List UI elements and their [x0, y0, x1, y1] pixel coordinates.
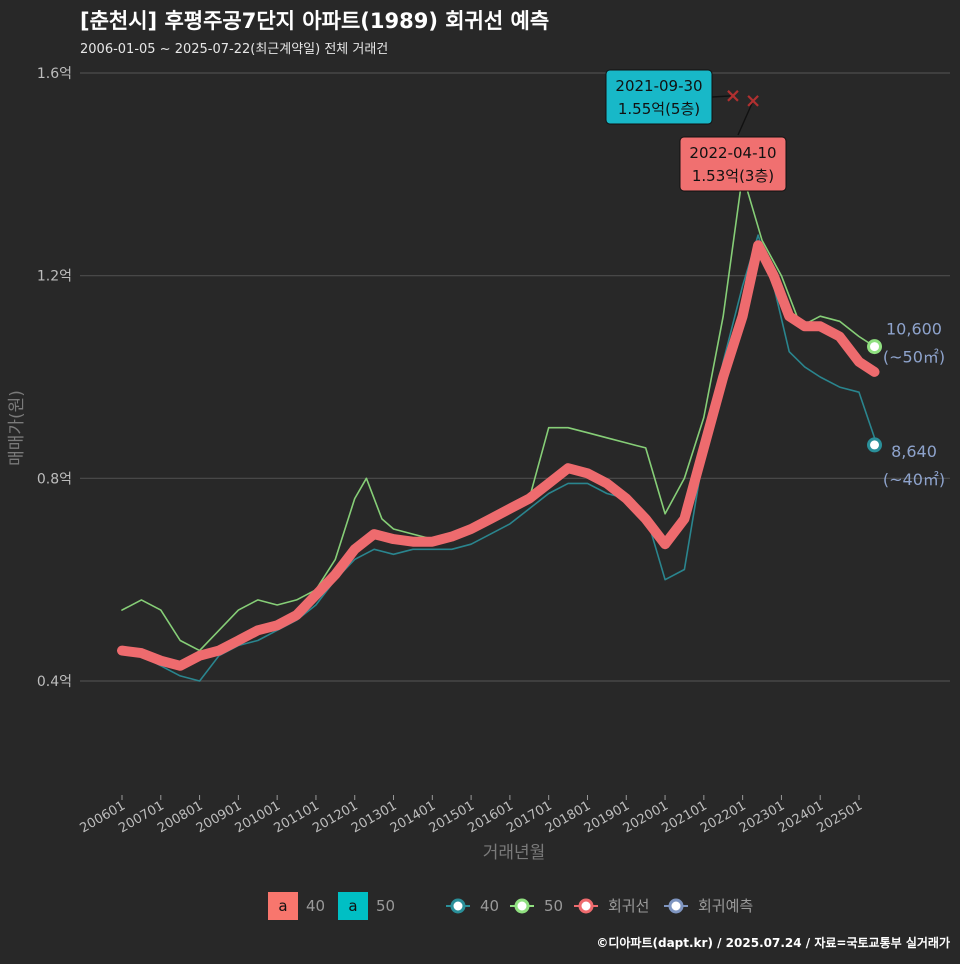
- legend-dot-key: [514, 898, 530, 914]
- annotation-price: 1.53억(3층): [692, 167, 774, 185]
- legend-fill-label: 50: [376, 897, 395, 915]
- chart-caption: ©디아파트(dapt.kr) / 2025.07.24 / 자료=국토교통부 실…: [596, 935, 950, 950]
- legend-line-label: 50: [544, 897, 563, 915]
- annotation-box: [605, 69, 713, 125]
- x-axis-title: 거래년월: [483, 843, 546, 863]
- y-tick-label: 0.8억: [37, 471, 72, 487]
- y-tick-label: 0.4억: [37, 674, 72, 690]
- annotation-point-marker: [727, 90, 739, 102]
- series-layer: [117, 173, 880, 682]
- annotation-box: [679, 136, 787, 192]
- endpoint-size-label: (~40㎡): [883, 470, 945, 489]
- annotation-date: 2021-09-30: [615, 77, 702, 95]
- legend-line-label: 회귀선: [608, 897, 649, 915]
- grid-layer: [80, 72, 950, 682]
- legend-dot-key: [668, 898, 684, 914]
- series-line-3: [117, 240, 880, 671]
- legend-dot-key: [450, 898, 466, 914]
- legend: a 40 a 50 40 50 회귀선 회귀예측: [268, 892, 753, 920]
- legend-fill-key-letter: a: [278, 897, 287, 915]
- endpoint-value-label: 10,600: [886, 320, 942, 339]
- endpoint-marker: [867, 339, 883, 355]
- endpoint-marker: [867, 437, 883, 453]
- legend-fill-key: [338, 892, 368, 920]
- legend-line-label: 40: [480, 897, 499, 915]
- annotation-point-marker: [747, 95, 759, 107]
- legend-dot-key: [578, 898, 594, 914]
- annotation-price: 1.55억(5층): [618, 100, 700, 118]
- legend-fill-key: [268, 892, 298, 920]
- legend-line-label: 회귀예측: [698, 897, 753, 915]
- annotation-leader: [737, 100, 754, 136]
- y-tick-label: 1.6억: [37, 66, 72, 82]
- endpoint-layer: 10,600 (~50㎡) 8,640 (~40㎡): [867, 320, 945, 489]
- chart-title: [춘천시] 후평주공7단지 아파트(1989) 회귀선 예측: [80, 9, 549, 33]
- endpoint-size-label: (~50㎡): [883, 348, 945, 367]
- legend-fill-label: 40: [306, 897, 325, 915]
- y-tick-labels: 0.4억 0.8억 1.2억 1.6억: [37, 66, 72, 690]
- y-axis-title: 매매가(원): [7, 390, 27, 466]
- annotation-layer: 2021-09-30 1.55억(5층) 2022-04-10 1.53억(3층): [605, 69, 787, 192]
- legend-fill-key-letter: a: [348, 897, 357, 915]
- chart-subtitle: 2006-01-05 ~ 2025-07-22(최근계약일) 전체 거래건: [80, 42, 388, 57]
- endpoint-value-label: 8,640: [891, 442, 937, 461]
- annotation-date: 2022-04-10: [689, 144, 776, 162]
- y-tick-label: 1.2억: [37, 269, 72, 285]
- annotation-leader: [711, 95, 733, 98]
